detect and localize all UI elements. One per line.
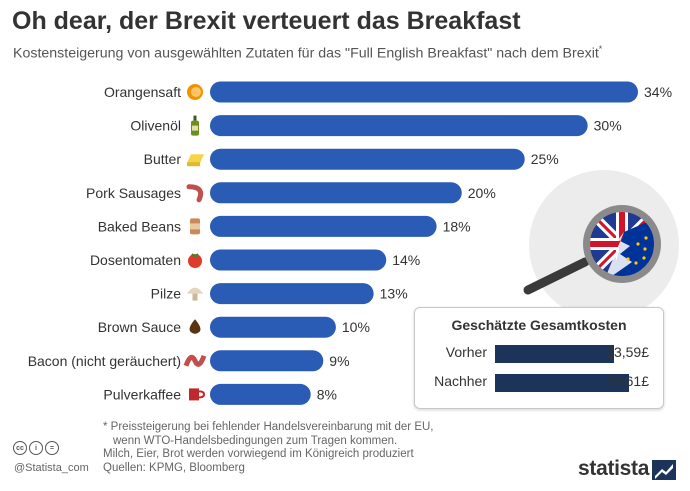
tomato-icon — [188, 253, 202, 268]
bar — [210, 249, 387, 271]
bar — [210, 350, 324, 372]
brown-sauce-icon — [189, 319, 201, 334]
source-line: Quellen: KPMG, Bloomberg — [103, 461, 245, 474]
sausage-icon — [186, 184, 204, 203]
bar — [210, 283, 374, 305]
frying-pan-flag-icon — [523, 170, 679, 320]
chart-title: Oh dear, der Brexit verteuert das Breakf… — [12, 7, 521, 35]
bar-row: Pork Sausages 20% — [86, 182, 496, 204]
bar — [210, 81, 638, 103]
category-label: Olivenöl — [130, 118, 181, 134]
footnotes: * Preissteigerung bei fehlender Handelsv… — [103, 421, 434, 475]
panel-row-label: Nachher — [434, 373, 487, 389]
panel-title: Geschätzte Gesamtkosten — [451, 317, 627, 333]
category-label: Brown Sauce — [98, 319, 181, 335]
category-label: Pork Sausages — [86, 185, 181, 201]
cc-icon[interactable]: cc — [13, 441, 27, 455]
bar-row: Brown Sauce 10% — [98, 316, 370, 338]
value-label: 20% — [468, 185, 496, 201]
footnote-line: wenn WTO-Handelsbedingungen zum Tragen k… — [113, 434, 398, 447]
bar-row: Pulverkaffee 8% — [103, 383, 337, 405]
bacon-icon — [183, 354, 207, 367]
bar — [210, 115, 588, 137]
bar-row: Olivenöl 30% — [130, 115, 622, 137]
panel-row-label: Vorher — [445, 344, 487, 360]
bar-row: Bacon (nicht geräuchert) 9% — [28, 350, 350, 372]
category-label: Baked Beans — [98, 218, 181, 234]
value-label: 13% — [380, 286, 408, 302]
panel-row-after: Nachher 26,61£ — [415, 372, 663, 392]
category-label: Dosentomaten — [90, 252, 181, 268]
bar — [210, 215, 437, 237]
category-label: Orangensaft — [104, 84, 181, 100]
bar-row: Butter 25% — [144, 148, 559, 170]
bean-can-icon — [190, 218, 200, 235]
panel-row-bar — [495, 374, 629, 392]
bar-row: Baked Beans 18% — [98, 215, 471, 237]
value-label: 25% — [531, 151, 559, 167]
coffee-mug-icon — [189, 388, 206, 401]
license-icons[interactable]: cc i = — [13, 441, 59, 455]
total-cost-panel: Geschätzte Gesamtkosten Vorher 23,59£ Na… — [414, 307, 664, 409]
bar — [210, 316, 336, 338]
value-label: 30% — [594, 118, 622, 134]
value-label: 8% — [317, 386, 337, 402]
bar-row: Orangensaft 34% — [104, 81, 672, 103]
bar — [210, 148, 525, 170]
statista-logo[interactable]: statista — [578, 457, 650, 480]
category-label: Butter — [144, 151, 182, 167]
panel-row-bar — [495, 345, 614, 363]
value-label: 9% — [329, 353, 349, 369]
panel-row-before: Vorher 23,59£ — [415, 343, 663, 363]
panel-row-value: 23,59£ — [606, 344, 649, 360]
category-label: Pulverkaffee — [103, 386, 181, 402]
bar — [210, 383, 311, 405]
statista-logo-mark-icon — [652, 460, 676, 480]
no-derivatives-icon[interactable]: = — [45, 441, 59, 455]
bar-chart: Orangensaft 34% Olivenöl 30% Butter 25% Pork S… — [28, 81, 679, 405]
twitter-handle[interactable]: @Statista_com — [14, 462, 89, 474]
value-label: 14% — [392, 252, 420, 268]
attribution-icon[interactable]: i — [29, 441, 43, 455]
value-label: 18% — [443, 218, 471, 234]
category-label: Bacon (nicht geräuchert) — [28, 353, 181, 369]
chart-subtitle: Kostensteigerung von ausgewählten Zutate… — [13, 44, 603, 62]
footnote-line: * Preissteigerung bei fehlender Handelsv… — [103, 421, 434, 433]
orange-slice-icon — [187, 84, 203, 100]
footnote-line: Milch, Eier, Brot werden vorwiegend im K… — [103, 448, 414, 460]
olive-oil-bottle-icon — [191, 115, 199, 136]
bar-row: Dosentomaten 14% — [90, 249, 420, 271]
panel-row-value: 26,61£ — [606, 373, 649, 389]
value-label: 34% — [644, 84, 672, 100]
butter-icon — [187, 154, 204, 167]
mushroom-icon — [187, 287, 203, 301]
bar-row: Pilze 13% — [151, 283, 408, 305]
bar — [210, 182, 462, 204]
value-label: 10% — [342, 319, 370, 335]
category-label: Pilze — [151, 286, 182, 302]
